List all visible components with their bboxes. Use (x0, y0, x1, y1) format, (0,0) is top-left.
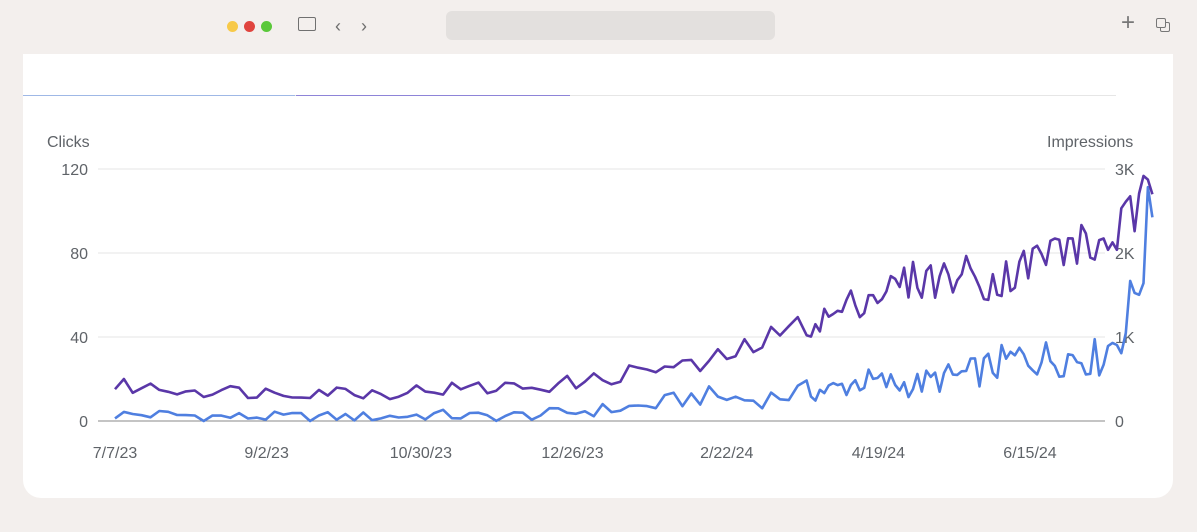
minimize-window-button[interactable] (227, 21, 238, 32)
y-right-tick-label: 0 (1115, 414, 1124, 431)
x-tick-label: 9/2/23 (244, 445, 289, 462)
plus-icon[interactable]: + (1121, 9, 1136, 36)
x-tick-label: 6/15/24 (1003, 445, 1056, 462)
y-left-tick-label: 0 (79, 414, 88, 431)
chevron-right-icon[interactable]: › (361, 16, 367, 36)
x-tick-label: 2/22/24 (700, 445, 753, 462)
x-tick-label: 7/7/23 (93, 445, 138, 462)
sidebar-icon[interactable] (298, 17, 316, 31)
x-tick-label: 12/26/23 (541, 445, 603, 462)
y-axis-right-title: Impressions (1047, 134, 1134, 151)
clicks-series-line (114, 185, 1154, 423)
y-axis-left-title: Clicks (47, 134, 90, 151)
chevron-left-icon[interactable]: ‹ (335, 16, 341, 36)
y-left-tick-label: 80 (70, 246, 88, 263)
y-left-tick-label: 40 (70, 330, 88, 347)
x-tick-label: 4/19/24 (852, 445, 905, 462)
tabs-overview-icon[interactable] (1156, 18, 1172, 34)
impressions-series-line (114, 174, 1154, 401)
performance-chart-card (23, 54, 1173, 498)
address-bar[interactable] (446, 11, 775, 40)
impressions-tab-indicator[interactable] (296, 95, 570, 96)
y-right-tick-label: 3K (1115, 162, 1135, 179)
clicks-tab-indicator[interactable] (23, 95, 295, 96)
y-left-tick-label: 120 (61, 162, 88, 179)
y-right-tick-label: 2K (1115, 246, 1135, 263)
zoom-window-button[interactable] (261, 21, 272, 32)
x-tick-label: 10/30/23 (390, 445, 452, 462)
browser-titlebar: ‹ › + (0, 0, 1197, 54)
close-window-button[interactable] (244, 21, 255, 32)
